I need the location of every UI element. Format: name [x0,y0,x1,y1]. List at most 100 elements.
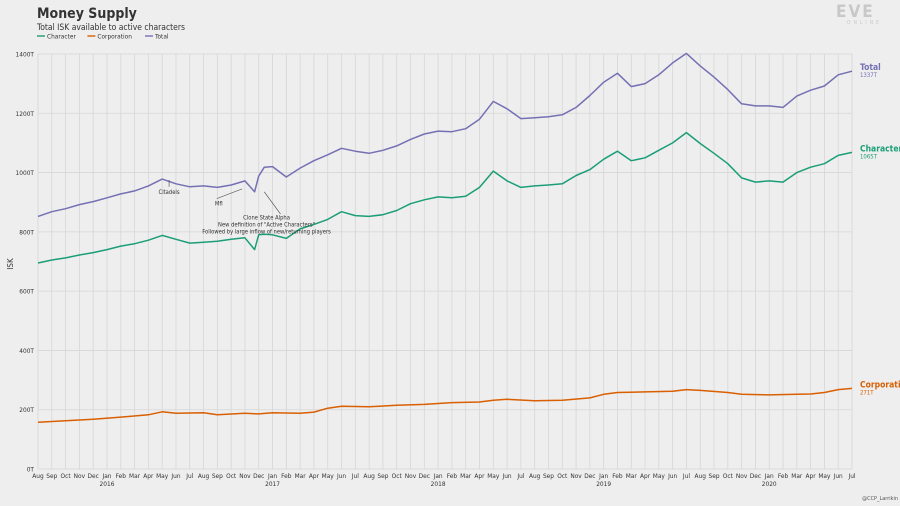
x-tick-label: Nov [570,472,582,480]
x-tick-label: Sep [709,472,720,480]
x-tick-label: Oct [61,472,72,480]
y-tick-label: 800T [19,228,34,236]
x-tick-label: Apr [143,472,154,480]
annotation-clone-state: Clone State Alpha [243,215,290,221]
legend: Character Corporation Total [37,32,169,40]
x-tick-label: Aug [529,472,541,480]
logo-text: EVE [836,2,875,22]
x-tick-label: Nov [405,472,417,480]
x-tick-label: Oct [557,472,568,480]
x-tick-label: Dec [750,472,761,480]
x-tick-label: May [156,472,169,480]
x-tick-label: Dec [253,472,264,480]
x-tick-label: May [653,472,666,480]
y-tick-label: 0T [27,466,35,474]
end-label-value: 271T [860,389,874,396]
series-line-total [37,52,853,218]
x-tick-label: Sep [377,472,388,480]
x-tick-label: Feb [778,472,789,480]
x-year-label: 2018 [431,480,446,488]
end-label-name: Corporation [860,380,900,390]
x-tick-label: May [322,472,335,480]
x-year-label: 2019 [596,480,611,488]
y-tick-label: 600T [19,288,34,296]
x-tick-label: Oct [723,472,734,480]
x-tick-label: Jul [516,472,524,480]
x-tick-label: Aug [198,472,210,480]
x-tick-label: May [818,472,831,480]
x-tick-label: Apr [474,472,485,480]
x-tick-label: Jun [667,472,677,480]
y-tick-label: 200T [19,406,34,414]
x-tick-label: Aug [695,472,707,480]
legend-label: Total [154,32,169,40]
x-tick-label: Jun [336,472,346,480]
x-tick-label: Sep [212,472,223,480]
x-tick-label: Mar [791,472,803,480]
x-tick-label: Aug [363,472,375,480]
x-tick-label: Sep [543,472,554,480]
x-tick-label: Apr [309,472,320,480]
x-tick-label: Feb [447,472,458,480]
x-tick-label: Feb [281,472,292,480]
x-tick-label: Jun [502,472,512,480]
end-label-name: Total [860,63,881,73]
x-tick-label: Jun [170,472,180,480]
logo-subtext: ONLINE [847,20,882,26]
x-tick-label: Jan [764,472,774,480]
annotation-citadels: Citadels [159,190,180,196]
x-year-label: 2017 [265,480,280,488]
chart-title: Money Supply [37,6,137,22]
series-line-corporation [37,387,853,423]
series-line-character [37,131,853,264]
x-tick-label: Nov [74,472,86,480]
y-tick-label: 1200T [16,110,35,118]
x-tick-label: Dec [584,472,595,480]
eve-online-logo: EVE ONLINE [836,2,882,26]
y-tick-label: 1000T [16,169,35,177]
x-tick-label: Feb [612,472,623,480]
x-tick-label: Jan [598,472,608,480]
x-year-label: 2020 [762,480,777,488]
x-tick-label: Nov [239,472,251,480]
y-axis-ticks: 0T 200T 400T 600T 800T 1000T 1200T 1400T [16,51,35,474]
credit-text[interactable]: @CCP_Larrikin [862,496,898,502]
y-axis-label: ISK [6,258,15,270]
x-tick-label: Mar [129,472,141,480]
x-year-label: 2016 [100,480,115,488]
x-tick-label: Jul [351,472,359,480]
x-tick-label: Nov [736,472,748,480]
x-tick-label: Apr [640,472,651,480]
x-tick-label: Jul [185,472,193,480]
x-tick-label: Aug [32,472,44,480]
x-tick-label: Sep [46,472,57,480]
annotation-leader [216,188,243,199]
x-tick-label: Jul [847,472,855,480]
grid [37,53,853,470]
x-tick-label: Jan [433,472,443,480]
x-tick-label: Mar [460,472,472,480]
x-tick-label: Jan [101,472,111,480]
legend-label: Character [47,32,76,40]
annotation-mfl: Mfl [215,202,223,208]
y-tick-label: 1400T [16,51,35,59]
end-label-value: 1065T [860,153,878,160]
x-tick-label: Apr [806,472,817,480]
x-tick-label: May [487,472,500,480]
end-label-value: 1337T [860,72,878,79]
x-tick-label: Dec [88,472,99,480]
chart-subtitle: Total ISK available to active characters [36,23,185,33]
x-tick-label: Mar [295,472,307,480]
x-tick-label: Mar [626,472,638,480]
x-tick-label: Dec [419,472,430,480]
annotation-clone-state: New definition of "Active Characters" [218,222,315,228]
x-tick-label: Oct [226,472,237,480]
y-tick-label: 400T [19,347,34,355]
end-label-name: Character [860,144,900,154]
legend-label: Corporation [97,32,132,40]
x-tick-label: Jan [267,472,277,480]
x-tick-label: Jul [682,472,690,480]
